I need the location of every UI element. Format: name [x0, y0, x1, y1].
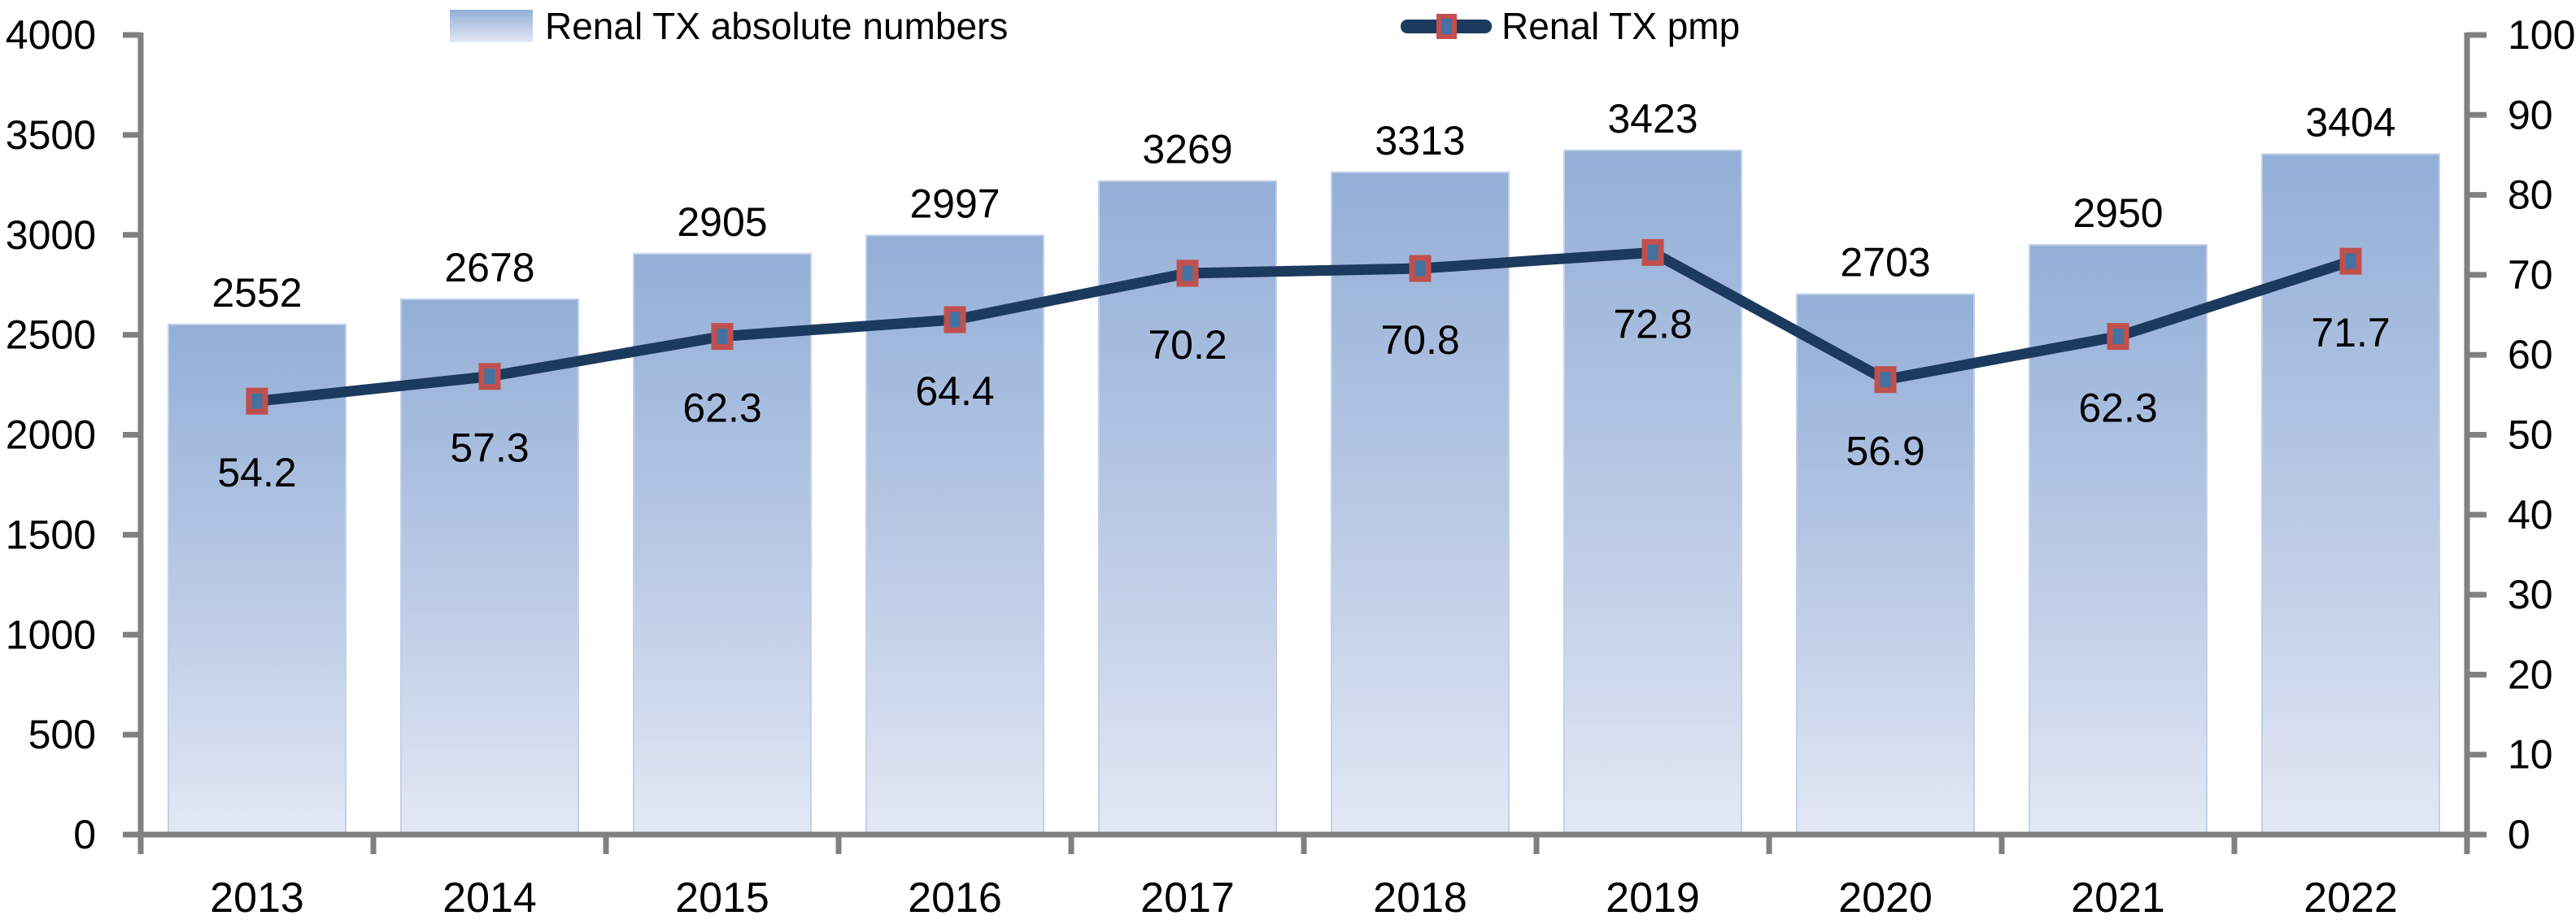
pmp-value-label: 72.8	[1613, 301, 1692, 347]
line-swatch-marker-icon	[1436, 14, 1457, 39]
bar-series-swatch-icon	[450, 10, 533, 42]
bar-value-label: 2997	[909, 181, 1000, 226]
bar-2018	[1331, 171, 1510, 835]
pmp-value-label: 56.9	[1846, 429, 1924, 474]
pmp-marker-2013	[246, 387, 268, 415]
bar-value-label: 2905	[677, 199, 767, 245]
x-axis-year-label: 2014	[442, 874, 537, 920]
bars-group	[168, 149, 2440, 836]
left-axis-tick-label: 3000	[6, 212, 96, 258]
line-series-group	[246, 238, 2362, 415]
left-axis-tick-label: 500	[28, 712, 96, 757]
pmp-marker-2018	[1409, 255, 1432, 282]
left-axis-tick-label: 2000	[6, 412, 96, 458]
right-axis-tick-label: 50	[2508, 412, 2553, 458]
pmp-line	[251, 246, 2356, 407]
pmp-marker-2022	[2339, 247, 2362, 275]
pmp-marker-2021	[2107, 323, 2129, 351]
pmp-value-label: 70.2	[1148, 322, 1227, 368]
line-series-swatch-icon	[1401, 10, 1492, 42]
x-axis-year-label: 2020	[1838, 874, 1933, 920]
legend-item-pmp: Renal TX pmp	[1401, 5, 1740, 47]
right-axis-tick-label: 0	[2508, 812, 2530, 857]
x-axis-year-label: 2019	[1606, 874, 1700, 920]
bar-value-label: 3423	[1607, 96, 1698, 142]
bar-value-label: 3269	[1142, 127, 1232, 172]
pmp-marker-2016	[944, 306, 966, 334]
bar-2016	[865, 234, 1044, 835]
bar-value-label: 2552	[211, 270, 302, 316]
legend-item-absolute-numbers: Renal TX absolute numbers	[450, 5, 1008, 47]
right-axis-tick-label: 70	[2508, 252, 2553, 298]
left-axis-tick-label: 1500	[6, 512, 96, 557]
legend-label-pmp: Renal TX pmp	[1502, 5, 1741, 47]
bar-value-label: 2703	[1840, 240, 1930, 286]
pmp-value-label: 70.8	[1380, 317, 1459, 363]
pmp-value-label: 71.7	[2311, 310, 2390, 355]
right-axis-tick-label: 10	[2508, 732, 2553, 778]
right-axis-tick-label: 90	[2508, 92, 2553, 137]
labels-group: 0 500 1000 1500 2000 2500 3000 3500 4000 0 10 20 30 4…	[6, 12, 2576, 920]
pmp-value-label: 62.3	[682, 386, 761, 431]
bar-value-label: 3313	[1375, 118, 1465, 164]
pmp-value-label: 54.2	[217, 450, 296, 495]
right-axis-tick-label: 40	[2508, 492, 2553, 538]
right-axis-tick-label: 100	[2508, 12, 2575, 58]
right-axis-tick-label: 20	[2508, 652, 2553, 697]
x-axis-year-label: 2013	[210, 874, 304, 920]
right-axis-tick-label: 80	[2508, 172, 2553, 218]
left-axis-tick-label: 0	[73, 812, 96, 857]
x-axis-year-label: 2015	[675, 874, 769, 920]
bar-value-label: 3404	[2305, 99, 2395, 145]
x-axis-year-label: 2018	[1373, 874, 1467, 920]
axes-group	[123, 32, 2487, 854]
left-axis-tick-label: 3500	[6, 112, 96, 158]
x-axis-year-label: 2016	[908, 874, 1002, 920]
pmp-marker-2017	[1176, 259, 1199, 287]
pmp-value-label: 64.4	[915, 368, 994, 414]
x-axis-year-label: 2022	[2304, 874, 2398, 920]
left-axis-tick-label: 4000	[6, 12, 96, 58]
x-axis-year-label: 2021	[2071, 874, 2165, 920]
bar-value-label: 2950	[2073, 190, 2163, 236]
pmp-marker-2014	[478, 363, 501, 390]
right-axis-tick-label: 30	[2508, 572, 2553, 617]
pmp-marker-2020	[1874, 366, 1897, 394]
pmp-marker-2015	[711, 323, 734, 351]
legend-label-absolute-numbers: Renal TX absolute numbers	[545, 5, 1009, 47]
pmp-value-label: 62.3	[2078, 386, 2157, 431]
x-axis-year-label: 2017	[1140, 874, 1235, 920]
bar-value-label: 2678	[444, 245, 534, 290]
pmp-marker-2019	[1641, 238, 1664, 266]
pmp-value-label: 57.3	[450, 425, 529, 471]
left-axis-tick-label: 2500	[6, 312, 96, 358]
left-axis-tick-label: 1000	[6, 612, 96, 657]
right-axis-tick-label: 60	[2508, 332, 2553, 377]
